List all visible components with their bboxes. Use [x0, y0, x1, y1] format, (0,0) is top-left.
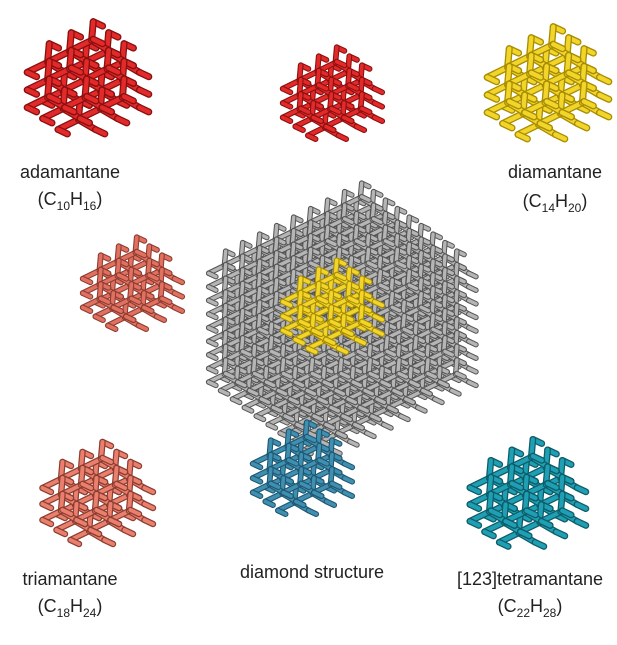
- molecules: [27, 22, 609, 547]
- figure: diamond structure adamantane(C10H16)diam…: [0, 0, 617, 645]
